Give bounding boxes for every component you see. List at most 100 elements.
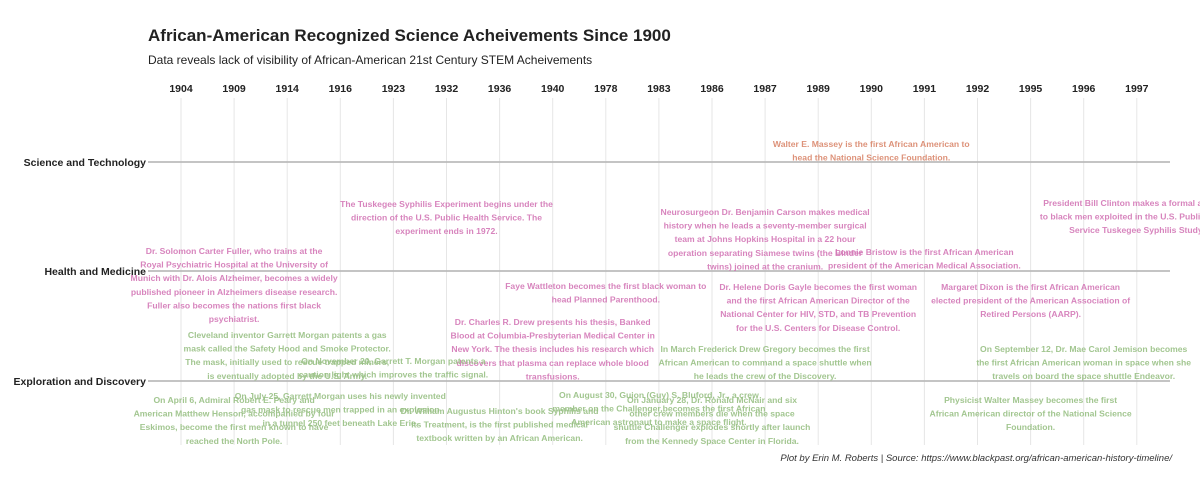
event-annotation-line: discovers that plasma can replace whole … [456, 358, 648, 368]
year-tick-label: 1978 [594, 83, 618, 95]
event-annotation-line: shuttle Challenger explodes shortly afte… [614, 422, 811, 432]
year-tick-label: 1923 [382, 83, 406, 95]
event-annotation-line: president of the American Medical Associ… [828, 261, 1021, 271]
event-annotation-line: Munich with Dr. Alois Alzheimer, becomes… [131, 273, 338, 283]
event-annotation-line: On January 28, Dr. Ronald McNair and six [627, 395, 797, 405]
category-label: Exploration and Discovery [14, 376, 147, 388]
event-annotation-line: direction of the U.S. Public Health Serv… [351, 213, 542, 223]
event-annotation-line: On November 20, Garrett T. Morgan patent… [301, 356, 486, 366]
event-annotation-line: On April 6, Admiral Robert E. Peary and [153, 395, 314, 405]
year-tick-label: 1991 [913, 83, 937, 95]
event-annotation-line: President Bill Clinton makes a formal ap… [1043, 198, 1200, 208]
event-annotation: Lonnie Bristow is the first African Amer… [828, 247, 1021, 271]
event-annotation-line: caution light which improves the traffic… [299, 370, 489, 380]
event-annotation-line: head Planned Parenthood. [552, 295, 660, 305]
event-annotation-line: On September 12, Dr. Mae Carol Jemison b… [980, 344, 1188, 354]
year-tick-label: 1932 [435, 83, 459, 95]
year-tick-label: 1996 [1072, 83, 1096, 95]
event-annotation-line: Retired Persons (AARP). [980, 309, 1081, 319]
event-annotation: On April 6, Admiral Robert E. Peary and A… [134, 395, 336, 446]
event-annotation-line: African American director of the Nationa… [930, 409, 1132, 419]
event-annotation-line: psychiatrist. [209, 314, 260, 324]
year-tick-label: 1987 [753, 83, 777, 95]
event-annotation-line: transfusions. [526, 371, 580, 381]
event-annotation-line: the first African American woman in spac… [976, 358, 1191, 368]
event-annotation: In March Frederick Drew Gregory becomes … [659, 344, 872, 381]
event-annotation-line: team at Johns Hopkins Hospital in a 22 h… [675, 234, 857, 244]
event-annotation-line: operation separating Siamese twins (the … [668, 248, 863, 258]
event-annotation-line: from the Kennedy Space Center in Florida… [625, 436, 799, 446]
year-tick-label: 1936 [488, 83, 512, 95]
event-annotation-line: elected president of the American Associ… [931, 296, 1130, 306]
event-annotation-line: gas mask to rescue men trapped in an exp… [241, 405, 440, 415]
event-annotation: President Bill Clinton makes a formal ap… [1040, 198, 1200, 235]
event-annotation-line: Royal Psychiatric Hospital at the Univer… [140, 260, 328, 270]
event-annotation-line: On August 30, Guion (Guy) S. Bluford, Jr… [559, 390, 759, 400]
event-annotation: On July 25, Garrett Morgan uses his newl… [235, 391, 446, 428]
event-annotation-line: Margaret Dixon is the first African Amer… [941, 282, 1120, 292]
event-annotation: Physicist Walter Massey becomes the firs… [930, 395, 1132, 432]
year-tick-label: 1909 [222, 83, 246, 95]
event-annotation-line: Faye Wattleton becomes the first black w… [505, 281, 706, 291]
year-tick-label: 1916 [329, 83, 353, 95]
event-annotation-line: Fuller also becomes the nations first bl… [147, 300, 321, 310]
event-annotation-line: On July 25, Garrett Morgan uses his newl… [235, 391, 446, 401]
event-annotation-line: Eskimos, become the first men known to h… [140, 422, 329, 432]
event-annotation: On September 12, Dr. Mae Carol Jemison b… [976, 344, 1191, 381]
event-annotation-line: The Tuskegee Syphilis Experiment begins … [340, 199, 553, 209]
event-annotation-line: Cleveland inventor Garrett Morgan patent… [188, 330, 387, 340]
event-annotation-line: Walter E. Massey is the first African Am… [773, 139, 970, 149]
event-annotation: Dr. Solomon Carter Fuller, who trains at… [131, 246, 338, 324]
year-tick-label: 1940 [541, 83, 565, 95]
event-annotation: On January 28, Dr. Ronald McNair and six… [614, 395, 811, 446]
event-annotation-line: twins) joined at the cranium. [707, 261, 823, 271]
event-annotation-line: Lonnie Bristow is the first African Amer… [835, 247, 1013, 257]
event-annotation-line: other crew members die when the space [629, 409, 794, 419]
event-annotation-line: travels on board the space shuttle Endea… [992, 371, 1175, 381]
year-tick-label: 1997 [1125, 83, 1149, 95]
year-tick-label: 1914 [276, 83, 300, 95]
event-annotation-line: Blood at Columbia-Presbyterian Medical C… [451, 331, 655, 341]
event-annotation-line: In March Frederick Drew Gregory becomes … [661, 344, 870, 354]
event-annotation: Dr. Charles R. Drew presents his thesis,… [451, 317, 655, 381]
chart-title: African-American Recognized Science Ache… [148, 26, 671, 45]
event-annotation-line: experiment ends in 1972. [395, 226, 497, 236]
event-annotation-line: Its Treatment, is the first published me… [411, 420, 588, 430]
event-annotation-line: New York. The thesis includes his resear… [451, 344, 654, 354]
event-annotation-line: Physicist Walter Massey becomes the firs… [944, 395, 1117, 405]
event-annotation: Dr. William Augustus Hinton's book Syphi… [401, 406, 599, 443]
event-annotation-line: Dr. William Augustus Hinton's book Syphi… [401, 406, 599, 416]
year-tick-label: 1995 [1019, 83, 1043, 95]
event-annotation-line: African American to command a space shut… [659, 358, 872, 368]
year-tick-label: 1983 [647, 83, 671, 95]
event-annotation-line: history when he leads a seventy-member s… [664, 221, 867, 231]
event-annotation-line: Dr. Solomon Carter Fuller, who trains at… [146, 246, 323, 256]
event-annotation-line: The mask, initially used to rescue trapp… [185, 357, 389, 367]
event-annotation-line: Dr. Charles R. Drew presents his thesis,… [455, 317, 651, 327]
event-annotation-line: in a tunnel 250 feet beneath Lake Erie. [262, 418, 418, 428]
year-tick-label: 1990 [860, 83, 884, 95]
event-annotation: The Tuskegee Syphilis Experiment begins … [340, 199, 553, 236]
event-annotation-line: head the National Science Foundation. [792, 153, 950, 163]
event-annotation: On November 20, Garrett T. Morgan patent… [299, 356, 489, 380]
event-annotation-line: Service Tuskegee Syphilis Study. [1069, 225, 1200, 235]
event-annotation: Dr. Helene Doris Gayle becomes the first… [719, 282, 917, 333]
event-annotation-line: member on the Challenger,becomes the fir… [552, 404, 765, 414]
event-annotation: Margaret Dixon is the first African Amer… [931, 282, 1130, 319]
event-annotation: Walter E. Massey is the first African Am… [773, 139, 970, 163]
chart-subtitle: Data reveals lack of visibility of Afric… [148, 53, 593, 67]
event-annotation: On August 30, Guion (Guy) S. Bluford, Jr… [552, 390, 765, 427]
event-annotation-line: and the first African American Director … [727, 296, 910, 306]
event-annotation-line: textbook written by an African American. [416, 433, 583, 443]
event-annotation-line: Neurosurgeon Dr. Benjamin Carson makes m… [661, 207, 870, 217]
event-annotation-line: American astronaut to make a space fligh… [571, 417, 746, 427]
event-annotation-line: he leads the crew of the Discovery. [694, 371, 837, 381]
event-annotation: Neurosurgeon Dr. Benjamin Carson makes m… [661, 207, 870, 271]
year-tick-label: 1989 [807, 83, 831, 95]
year-tick-label: 1904 [169, 83, 193, 95]
event-annotation: Faye Wattleton becomes the first black w… [505, 281, 706, 305]
event-annotation: Cleveland inventor Garrett Morgan patent… [184, 330, 391, 381]
event-annotation-line: National Center for HIV, STD, and TB Pre… [720, 309, 916, 319]
event-annotation-line: mask called the Safety Hood and Smoke Pr… [184, 344, 391, 354]
